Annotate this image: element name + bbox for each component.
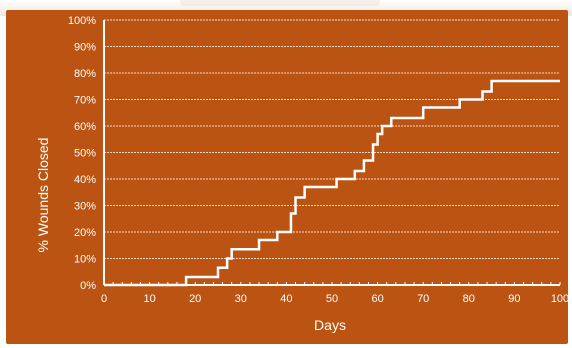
y-tick-label: 30% xyxy=(74,201,96,213)
y-tick-label: 0% xyxy=(80,280,96,292)
x-tick-label: 70 xyxy=(417,293,429,305)
y-tick-label: 100% xyxy=(68,15,96,27)
y-tick-label: 50% xyxy=(74,148,96,160)
y-tick-label: 80% xyxy=(74,68,96,80)
chart-panel xyxy=(6,10,568,344)
y-tick-label: 90% xyxy=(74,42,96,54)
x-tick-label: 90 xyxy=(508,293,520,305)
x-tick-label: 20 xyxy=(189,293,201,305)
x-tick-label: 80 xyxy=(463,293,475,305)
x-tick-label: 100 xyxy=(551,293,569,305)
x-tick-label: 60 xyxy=(371,293,383,305)
grid-lines xyxy=(104,19,560,259)
series-line xyxy=(104,79,560,287)
y-axis-title: % Wounds Closed xyxy=(35,138,51,253)
x-tick-label: 40 xyxy=(280,293,292,305)
y-tick-label: 70% xyxy=(74,95,96,107)
x-tick-label: 0 xyxy=(101,293,107,305)
y-tick-label: 60% xyxy=(74,121,96,133)
x-axis-title: Days xyxy=(314,317,346,333)
x-tick-label: 30 xyxy=(235,293,247,305)
y-tick-label: 40% xyxy=(74,174,96,186)
x-tick-label: 10 xyxy=(143,293,155,305)
y-tick-label: 10% xyxy=(74,254,96,266)
x-tick-labels: 0 10 20 30 40 50 60 70 80 90 100 xyxy=(101,293,569,305)
y-tick-label: 20% xyxy=(74,227,96,239)
x-tick-label: 50 xyxy=(326,293,338,305)
y-tick-labels: 0% 10% 20% 30% 40% 50% 60% 70% 80% 90% 100% xyxy=(68,15,96,292)
cropped-header xyxy=(180,0,380,6)
